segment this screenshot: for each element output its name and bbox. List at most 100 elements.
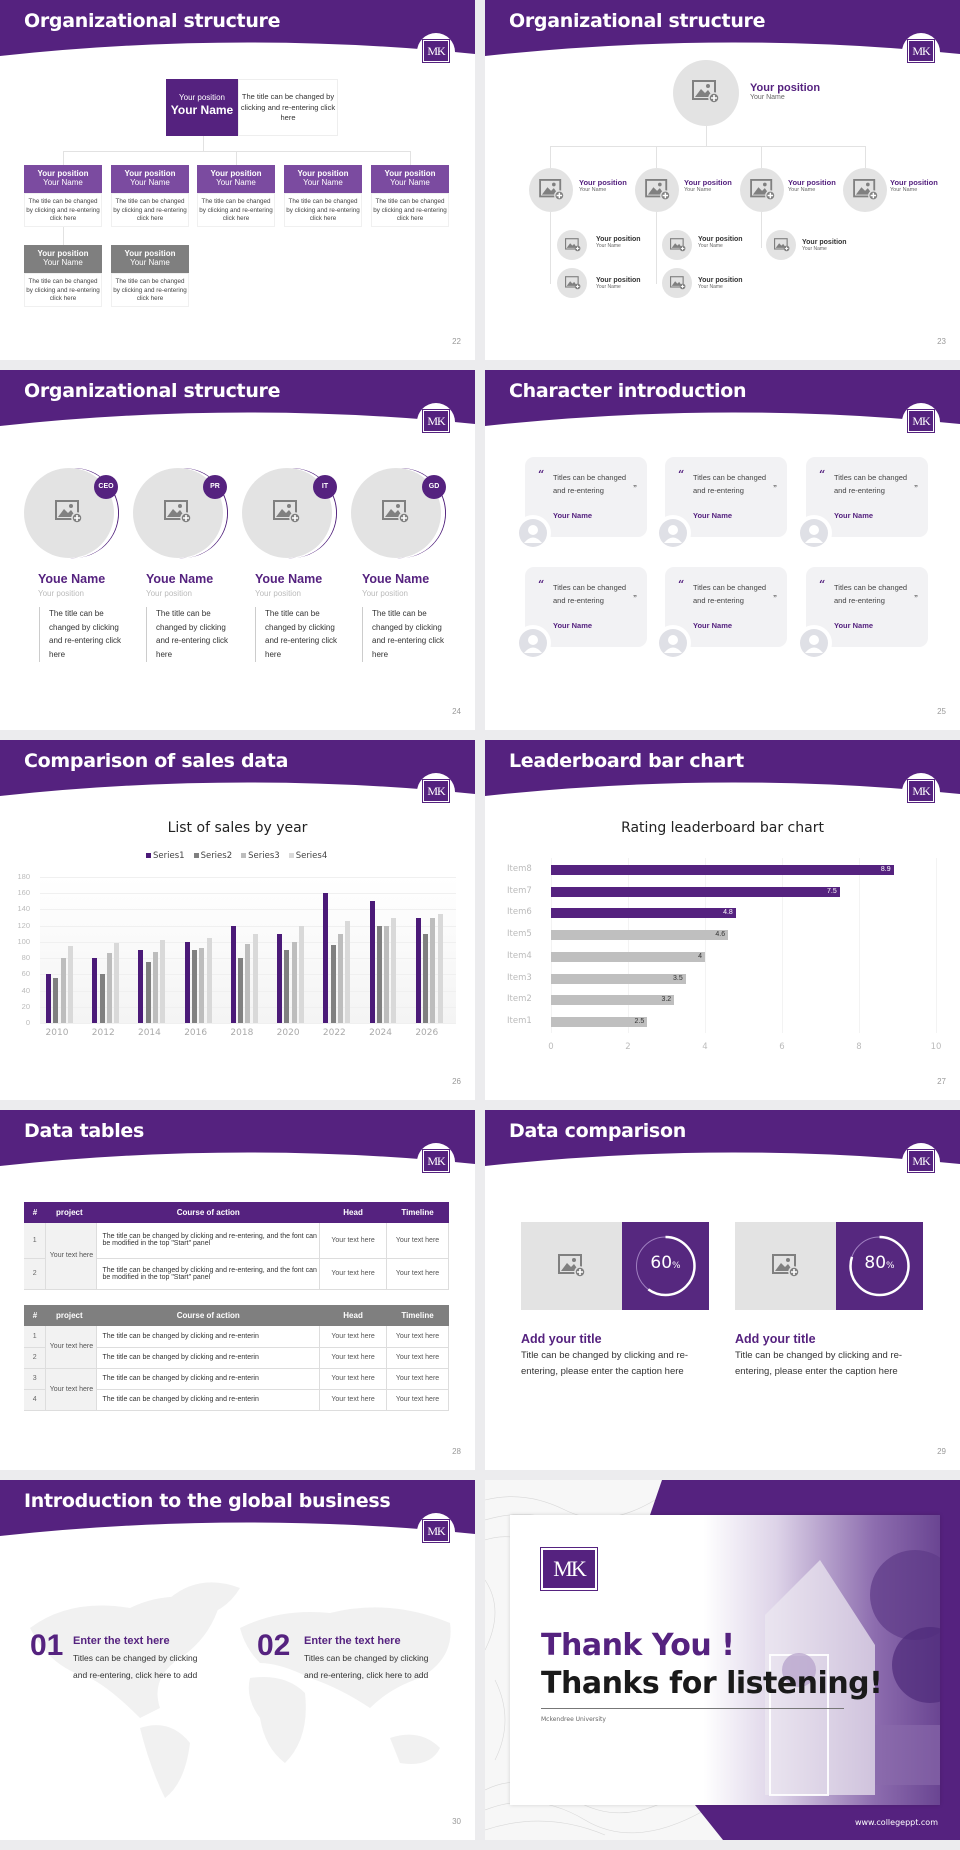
- x-tick-label: 2012: [91, 1028, 115, 1038]
- photo-placeholder[interactable]: [740, 168, 784, 212]
- profile-circle[interactable]: [351, 467, 451, 559]
- connector: [706, 126, 707, 146]
- action-cell[interactable]: The title can be changed by clicking and…: [96, 1368, 321, 1390]
- org-card[interactable]: Your position Your Name The title can be …: [24, 165, 102, 227]
- name-label: Your Name: [698, 284, 723, 290]
- org-card[interactable]: Your position Your Name The title can be …: [197, 165, 275, 227]
- quote-card[interactable]: “ Titles can be changed and re-entering ”…: [665, 457, 787, 537]
- photo-placeholder[interactable]: [766, 230, 796, 260]
- project-cell[interactable]: Your text here: [45, 1223, 98, 1290]
- slide-27[interactable]: Leaderboard bar chart MK Rating leaderbo…: [485, 740, 960, 1100]
- open-quote-icon: “: [819, 468, 826, 481]
- x-tick-label: 2010: [45, 1028, 69, 1038]
- slide-28[interactable]: Data tables MK # project Course of actio…: [0, 1110, 475, 1470]
- add-image-icon: [853, 179, 879, 201]
- timeline-cell[interactable]: Your text here: [386, 1326, 449, 1348]
- page-number: 25: [937, 707, 946, 716]
- action-cell[interactable]: The title can be changed by clicking and…: [96, 1223, 321, 1259]
- thank-you-heading: Thank You !: [541, 1628, 735, 1663]
- photo-placeholder[interactable]: [635, 168, 679, 212]
- data-label: 4.8: [723, 909, 733, 917]
- bar: [430, 917, 436, 1023]
- timeline-cell[interactable]: Your text here: [386, 1223, 449, 1259]
- action-cell[interactable]: The title can be changed by clicking and…: [96, 1326, 321, 1348]
- card-description: The title can be changed by clicking and…: [111, 193, 189, 227]
- org-top-box[interactable]: Your position Your Name: [166, 79, 238, 136]
- quote-card[interactable]: “ Titles can be changed and re-entering ”…: [806, 457, 928, 537]
- table-row: 2 The title can be changed by clicking a…: [24, 1347, 449, 1369]
- name-label: Your Name: [596, 284, 621, 290]
- percent-box: 80%: [836, 1222, 923, 1310]
- project-cell[interactable]: Your text here: [45, 1326, 98, 1369]
- position-label: Your position: [684, 178, 732, 187]
- slide-30[interactable]: Introduction to the global business MK 0…: [0, 1480, 475, 1840]
- avatar: [655, 515, 691, 551]
- person-description: The title can be changed by clicking and…: [39, 607, 124, 662]
- org-card[interactable]: Your position Your Name The title can be …: [111, 245, 189, 307]
- card-description: The title can be changed by clicking and…: [197, 193, 275, 227]
- org-card[interactable]: Your position Your Name The title can be …: [111, 165, 189, 227]
- name-label: Your Name: [130, 178, 170, 187]
- head-cell[interactable]: Your text here: [319, 1258, 388, 1290]
- slide-thank-you[interactable]: MK Thank You ! Thanks for listening! Mck…: [485, 1480, 960, 1840]
- head-cell[interactable]: Your text here: [319, 1368, 388, 1390]
- timeline-cell[interactable]: Your text here: [386, 1389, 449, 1411]
- action-cell[interactable]: The title can be changed by clicking and…: [96, 1258, 321, 1290]
- photo-placeholder[interactable]: [557, 230, 587, 260]
- mk-logo-icon: MK: [907, 39, 935, 63]
- position-label: Your position: [698, 236, 743, 243]
- close-quote-icon: ”: [773, 594, 777, 603]
- project-cell[interactable]: Your text here: [45, 1368, 98, 1411]
- timeline-cell[interactable]: Your text here: [386, 1347, 449, 1369]
- bar: [284, 950, 290, 1023]
- page-number: 22: [452, 337, 461, 346]
- quote-card[interactable]: “ Titles can be changed and re-entering ”…: [665, 567, 787, 647]
- slide-26[interactable]: Comparison of sales data MK List of sale…: [0, 740, 475, 1100]
- chart-title: List of sales by year: [167, 820, 308, 836]
- photo-placeholder[interactable]: [843, 168, 887, 212]
- slide-22[interactable]: Organizational structure MK Your positio…: [0, 0, 475, 360]
- quote-card[interactable]: “ Titles can be changed and re-entering ”…: [525, 567, 647, 647]
- image-placeholder[interactable]: [735, 1222, 836, 1310]
- org-card[interactable]: Your position Your Name The title can be …: [284, 165, 362, 227]
- photo-placeholder[interactable]: [662, 230, 692, 260]
- head-cell[interactable]: Your text here: [319, 1223, 388, 1259]
- org-card[interactable]: Your position Your Name The title can be …: [24, 245, 102, 307]
- timeline-cell[interactable]: Your text here: [386, 1368, 449, 1390]
- org-card[interactable]: Your position Your Name The title can be …: [371, 165, 449, 227]
- x-tick-label: 8: [856, 1042, 862, 1052]
- action-cell[interactable]: The title can be changed by clicking and…: [96, 1347, 321, 1369]
- position-label: Your position: [37, 249, 89, 258]
- user-icon: [664, 525, 682, 543]
- action-cell[interactable]: The title can be changed by clicking and…: [96, 1389, 321, 1411]
- row-number: 1: [24, 1223, 47, 1259]
- website-link[interactable]: www.collegeppt.com: [854, 1818, 938, 1827]
- name-label: Your Name: [43, 178, 83, 187]
- data-label: 3.2: [661, 996, 672, 1004]
- photo-placeholder[interactable]: [662, 268, 692, 298]
- slide-29[interactable]: Data comparison MK 60% Add your title Ti…: [485, 1110, 960, 1470]
- photo-placeholder[interactable]: [673, 60, 739, 126]
- head-cell[interactable]: Your text here: [319, 1326, 388, 1348]
- profile-circle[interactable]: [24, 467, 124, 559]
- mk-logo-icon: MK: [422, 409, 450, 433]
- quote-text: Titles can be changed and re-entering: [693, 473, 767, 495]
- timeline-cell[interactable]: Your text here: [386, 1258, 449, 1290]
- position-label: Your position: [802, 239, 847, 246]
- col-header: project: [55, 1311, 83, 1320]
- legend-item: Series2: [193, 851, 232, 861]
- profile-circle[interactable]: [133, 467, 233, 559]
- profile-circle[interactable]: [242, 467, 342, 559]
- data-label: 4.6: [715, 931, 726, 939]
- head-cell[interactable]: Your text here: [319, 1389, 388, 1411]
- user-icon: [805, 635, 823, 653]
- org-top-description[interactable]: The title can be changed by clicking and…: [238, 79, 338, 136]
- photo-placeholder[interactable]: [529, 168, 573, 212]
- slide-23[interactable]: Organizational structure MK Your positio…: [485, 0, 960, 360]
- slide-24[interactable]: Organizational structure MK CEO Youe Nam…: [0, 370, 475, 730]
- photo-placeholder[interactable]: [557, 268, 587, 298]
- connector: [656, 146, 657, 168]
- slide-25[interactable]: Character introduction MK “ Titles can b…: [485, 370, 960, 730]
- image-placeholder[interactable]: [521, 1222, 622, 1310]
- head-cell[interactable]: Your text here: [319, 1347, 388, 1369]
